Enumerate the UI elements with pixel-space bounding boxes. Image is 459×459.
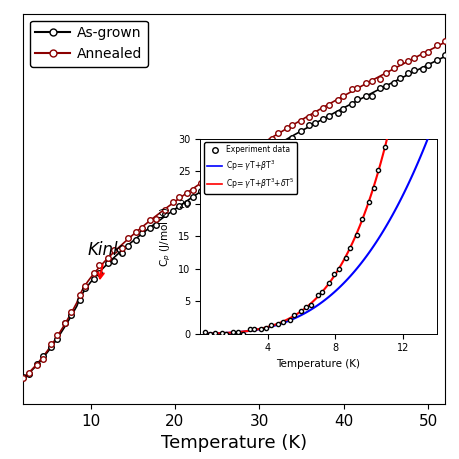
Legend: As-grown, Annealed: As-grown, Annealed — [30, 21, 148, 67]
X-axis label: Temperature (K): Temperature (K) — [161, 434, 307, 452]
Text: Kink: Kink — [88, 241, 123, 259]
